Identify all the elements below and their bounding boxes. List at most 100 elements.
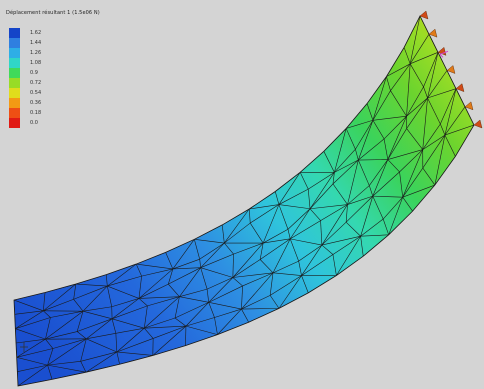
mesh-edge: [185, 317, 215, 327]
mesh-edge: [427, 70, 448, 99]
displacement-contour-band: [14, 16, 474, 386]
mesh-edge: [372, 159, 389, 197]
mesh-edge: [241, 295, 271, 310]
legend-label: 0.36: [30, 100, 42, 106]
mesh-edge: [372, 90, 391, 121]
mesh-edge: [172, 239, 195, 270]
mesh-edge: [208, 285, 243, 303]
mesh-edge: [138, 268, 174, 299]
mesh-edge: [17, 364, 48, 386]
mesh-edge: [168, 283, 180, 297]
mesh-edge: [73, 283, 77, 300]
legend-label: 1.62: [30, 30, 42, 36]
mesh-edge: [75, 283, 108, 287]
mesh-edge: [82, 306, 112, 312]
mesh-edge: [47, 338, 87, 366]
mesh-edge: [347, 195, 373, 205]
mesh-edge: [52, 338, 87, 349]
mesh-edge: [427, 97, 441, 125]
legend-item: 0.18: [9, 108, 69, 118]
mesh-edge: [232, 242, 264, 278]
mesh-edge: [141, 268, 173, 277]
mesh-edge: [387, 149, 423, 160]
mesh-edge: [399, 149, 423, 173]
mesh-edge: [278, 275, 302, 309]
mesh-edge: [272, 260, 299, 274]
mesh-edge: [200, 267, 233, 278]
mesh-edge: [105, 274, 108, 287]
mesh-edge: [86, 332, 116, 340]
mesh-edge: [194, 239, 200, 260]
mesh-edge: [15, 328, 46, 340]
mesh-edge: [76, 331, 87, 340]
mesh-edge: [372, 195, 403, 198]
legend-swatch: [9, 98, 20, 108]
load-arrow-icon: [439, 50, 449, 58]
mesh-edge: [406, 63, 411, 117]
mesh-edge: [138, 283, 169, 299]
mesh-edge: [269, 295, 280, 309]
mesh-edge: [17, 364, 48, 372]
mesh-edge: [278, 188, 309, 205]
mesh-edge: [242, 272, 274, 287]
mesh-edge: [14, 310, 44, 315]
mesh-edge: [289, 238, 299, 262]
mesh-edge: [387, 116, 407, 160]
mesh-edge: [358, 138, 385, 161]
mesh-edge: [144, 296, 180, 329]
mesh-edge: [334, 128, 347, 173]
mesh-edge: [50, 310, 84, 318]
mesh-edge: [440, 123, 446, 136]
mesh-edge: [278, 204, 311, 210]
legend-item: 1.44: [9, 38, 69, 48]
mesh-edge: [206, 277, 233, 290]
mesh-edge: [15, 317, 51, 329]
mesh-edge: [272, 272, 302, 276]
mesh-edge: [224, 242, 234, 255]
mesh-edge: [179, 288, 208, 297]
mesh-edge: [278, 204, 289, 230]
mesh-edge: [111, 298, 140, 308]
mesh-edge: [358, 120, 374, 161]
mesh-edge: [409, 16, 421, 64]
legend-label: 1.44: [30, 40, 42, 46]
mesh-edge: [174, 296, 180, 319]
mesh-edge: [111, 305, 148, 320]
mesh-edge: [444, 124, 474, 136]
mesh-edge: [232, 259, 261, 278]
mesh-edge: [402, 167, 424, 198]
mesh-edge: [332, 159, 359, 185]
mesh-edge: [444, 106, 466, 136]
mesh-edge: [387, 159, 400, 173]
mesh-edge: [47, 348, 54, 366]
mesh-edge: [152, 325, 187, 356]
mesh-edge: [77, 318, 113, 332]
mesh-edge: [45, 317, 51, 340]
legend-label: 0.72: [30, 80, 42, 86]
mesh-edge: [321, 235, 361, 246]
mesh-edge: [174, 317, 187, 327]
mesh-edge: [45, 331, 78, 340]
mesh-edge: [111, 318, 145, 329]
mesh-edge: [138, 276, 142, 299]
mesh-edge: [135, 263, 142, 277]
mesh-edge: [358, 159, 370, 186]
mesh-edge: [427, 88, 457, 99]
mesh-edge: [309, 208, 321, 221]
mesh-edge: [345, 204, 348, 223]
mesh-edge: [262, 204, 280, 244]
mesh-edge: [423, 52, 439, 88]
legend-swatch: [9, 58, 20, 68]
mesh-edge: [136, 263, 173, 270]
legend-swatch: [9, 118, 20, 128]
mesh-edge: [434, 135, 446, 186]
mesh-edge: [86, 318, 113, 340]
mesh-edge: [82, 285, 108, 312]
mesh-edge: [107, 263, 137, 287]
mesh-edge: [287, 229, 291, 239]
origin-axis-icon: [20, 342, 28, 352]
mesh-edge: [107, 275, 142, 287]
mesh-edge: [369, 159, 389, 186]
legend-swatch: [9, 108, 20, 118]
